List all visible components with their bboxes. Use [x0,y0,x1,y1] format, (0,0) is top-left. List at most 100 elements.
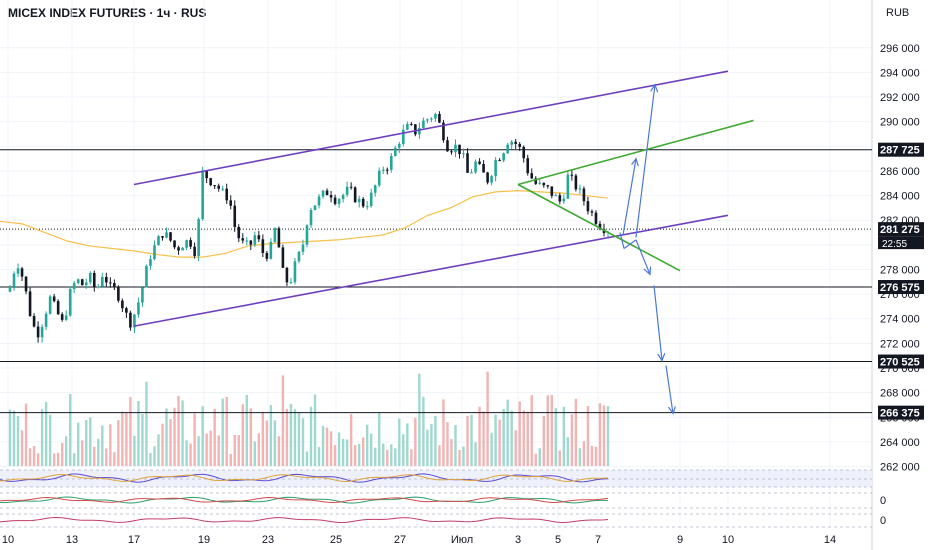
volume-bar [398,418,401,466]
candles [8,111,610,343]
ma-line [0,190,609,258]
chart-title: MICEX INDEX FUTURES · 1ч · RUS [8,6,207,20]
candle-body [241,238,245,241]
price-tick-label: 284 000 [880,191,920,203]
volume-bar [56,452,60,466]
volume-bar [514,430,517,466]
candle-body [64,315,68,320]
countdown-label: 22:55 [882,239,907,250]
candle-body [229,200,233,206]
candle-body [72,283,76,289]
candle-body [377,170,381,186]
level-badge [878,354,924,369]
candle-body [193,246,196,256]
candle-body [422,120,425,128]
volume-bar [462,446,465,466]
osc-line [0,473,609,483]
volume-bar [305,451,309,466]
candle-body [145,265,148,288]
volume-bar [153,446,156,466]
volume-bar [73,453,76,466]
candle-body [558,195,562,202]
candle-body [245,240,249,242]
volume-bar [241,404,244,466]
volume-bar [466,415,469,466]
candle-body [562,198,566,202]
candle-body [105,276,108,283]
volume-bar [558,450,562,466]
level-badge [878,405,924,420]
candle-body [289,282,293,284]
volume-bar [24,403,28,466]
candle-body [68,288,72,316]
candle-body [414,124,417,135]
osc-line [0,496,609,504]
volume-bar [602,405,606,466]
candle-body [293,261,297,283]
time-tick-label: 3 [515,534,521,546]
volume-bar [277,436,281,466]
price-tick-label: 264 000 [880,437,920,449]
volume-bar [317,447,321,466]
volume-bar [470,414,473,466]
volume-bar [141,414,144,466]
volume-bar [349,414,353,466]
candle-body [273,228,277,242]
volume-bar [345,439,349,466]
osc-line [0,496,609,503]
volume-bar [550,394,554,466]
candle-body [325,190,329,196]
volume-bar [217,435,220,466]
level-badge-label: 287 725 [880,145,920,157]
candle-body [60,314,64,320]
volume-bar [209,430,212,466]
volume-bar [125,412,128,466]
candle-body [285,267,289,283]
candle-body [341,194,345,200]
projection-arrow [619,232,625,249]
volume-bar [257,433,261,466]
volume-bar [117,420,120,466]
volume-bar [245,394,248,466]
candle-body [249,240,253,245]
level-badge-label: 270 525 [880,357,920,369]
volume-bar [422,396,425,466]
candle-body [277,228,281,248]
candle-body [197,219,200,256]
volume-bar [606,405,610,466]
projection-arrows [619,85,673,414]
time-tick-label: 14 [824,534,836,546]
time-tick-label: 17 [128,534,140,546]
time-tick-label: 25 [330,534,342,546]
volume-bar [438,445,441,466]
volume-bar [534,453,537,466]
volume-bar [81,440,84,466]
volume-bar [374,447,377,466]
projection-arrow [665,365,673,414]
volume-bar [474,442,477,466]
projection-arrow [622,159,636,236]
candle-body [393,147,397,156]
candle-body [157,236,160,246]
volume-bar [598,403,602,466]
volume-bar [101,425,104,466]
volume-bar [530,395,533,466]
candle-body [518,143,522,147]
projection-arrow [635,85,655,238]
candle-body [101,276,104,287]
time-tick-label: 19 [198,534,210,546]
volume-bar [281,375,285,466]
candle-body [109,282,112,284]
volume-bar [482,411,485,466]
volume-bar [402,434,405,466]
projection-arrow [653,285,662,360]
candle-body [209,178,212,186]
volume-bar [590,445,594,466]
volume-bar [93,446,96,466]
volume-bar [133,435,136,466]
volume-bar [418,373,421,466]
volume-bar [570,414,574,466]
volume-bar [390,444,393,466]
